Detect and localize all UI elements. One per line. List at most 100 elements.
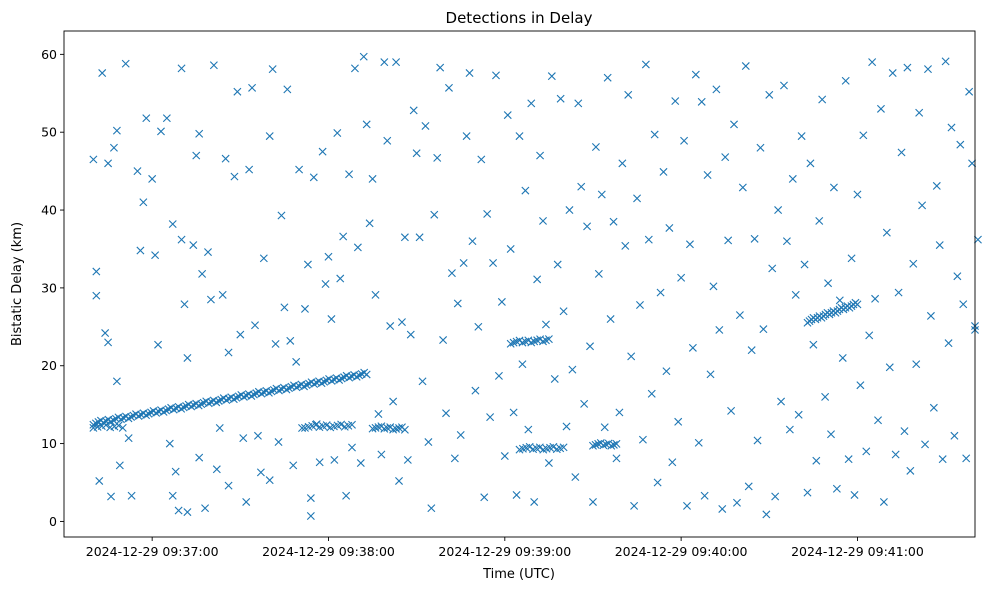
data-point [856,381,865,390]
data-point [374,423,383,432]
data-point [700,491,709,500]
data-point [562,422,571,431]
data-point [444,83,453,92]
data-point [148,174,157,183]
chart-title: Detections in Delay [446,9,593,27]
data-point [265,476,274,485]
data-point [400,425,409,434]
data-point [197,400,206,409]
data-point [465,69,474,78]
data-point [603,73,612,82]
data-point [251,321,260,330]
data-point [650,130,659,139]
data-point [392,58,401,67]
data-point [395,476,404,485]
data-point [938,455,947,464]
data-point [350,64,359,73]
data-point [302,380,311,389]
data-point [142,114,151,123]
data-point [189,241,198,250]
data-point [680,136,689,145]
data-point [345,373,354,382]
data-point [571,473,580,482]
data-point [345,170,354,179]
data-point [112,126,121,135]
data-point [753,436,762,445]
data-point [550,374,559,383]
data-point [142,411,151,420]
data-point [232,393,241,402]
data-point [337,374,346,383]
data-point [525,442,534,451]
data-point [824,279,833,288]
data-point [322,421,331,430]
data-point [134,412,143,421]
data-point [947,123,956,132]
data-point [741,62,750,71]
data-point [727,406,736,415]
data-point [151,251,160,260]
data-point [691,70,700,79]
data-point [459,258,468,267]
data-point [95,476,104,485]
data-point [915,108,924,117]
data-point [409,106,418,115]
data-point [98,69,107,78]
data-point [709,282,718,291]
data-point [577,182,586,191]
y-tick-label: 20 [41,358,57,373]
data-point [941,57,950,66]
data-point [533,275,542,284]
data-point [303,260,312,269]
data-point [782,237,791,246]
data-point [774,206,783,215]
data-point [662,367,671,376]
data-point [430,210,439,219]
data-point [549,442,558,451]
data-point [306,511,315,520]
data-point [694,438,703,447]
data-point [156,127,165,136]
data-point [229,395,238,404]
data-point [923,65,932,74]
data-point [352,372,361,381]
data-point [618,159,627,168]
data-point [929,403,938,412]
data-point [267,387,276,396]
data-point [509,408,518,417]
data-point [926,311,935,320]
data-point [497,297,506,306]
data-point [950,431,959,440]
data-point [885,363,894,372]
data-point [474,322,483,331]
data-point [89,420,98,429]
data-point [932,181,941,190]
data-point [204,399,213,408]
data-point [317,379,326,388]
data-point [104,338,113,347]
data-point [309,173,318,182]
data-point [292,383,301,392]
data-point [515,132,524,141]
data-point [944,339,953,348]
data-point [374,410,383,418]
data-point [738,183,747,192]
data-point [732,498,741,507]
data-point [342,491,351,500]
data-point [759,325,768,334]
data-point [271,339,280,348]
y-tick-label: 0 [49,514,57,529]
data-point [527,99,536,108]
data-point [348,420,356,429]
data-point [953,272,962,281]
data-point [127,412,135,421]
data-point [853,300,862,309]
data-point [544,335,553,344]
data-point [224,481,233,490]
data-point [362,370,371,379]
data-point [583,222,592,231]
data-point [403,455,412,464]
data-point [221,154,230,163]
data-point [800,260,809,269]
data-point [868,58,877,67]
